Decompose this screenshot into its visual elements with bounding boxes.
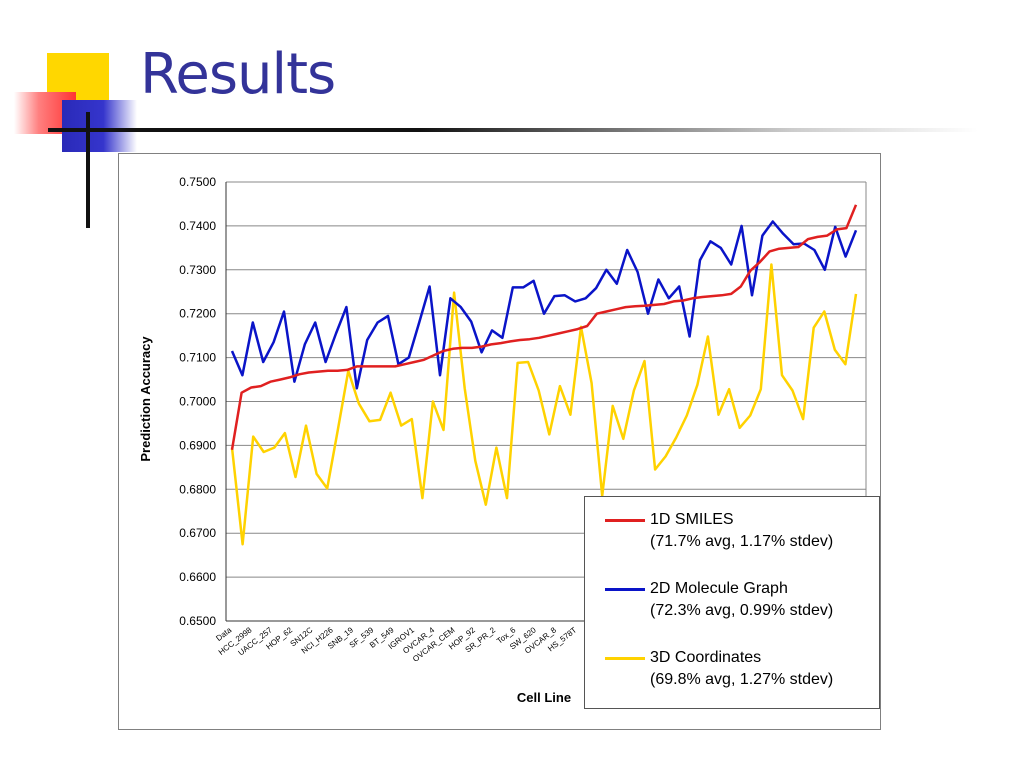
- y-tick-label: 0.7000: [179, 395, 216, 409]
- y-tick-label: 0.7400: [179, 219, 216, 233]
- series-line-2d-molecule-graph: [230, 220, 858, 390]
- legend-series-note: (69.8% avg, 1.27% stdev): [650, 671, 834, 688]
- y-tick-label: 0.6700: [179, 526, 216, 540]
- x-axis-tick-labels: DataHCC_2998UACC_257HOP_62SN12CNCI_H226S…: [214, 625, 578, 664]
- y-tick-label: 0.7300: [179, 263, 216, 277]
- legend-swatch-1d-smiles: [605, 519, 645, 522]
- series-line-3d-coordinates: [230, 263, 858, 546]
- series-line-1d-smiles: [230, 204, 858, 451]
- title-vertical-line: [86, 112, 90, 228]
- series-lines: [230, 204, 858, 546]
- legend-swatch-3d-coordinates: [605, 657, 645, 660]
- legend-swatch-2d-molecule-graph: [605, 588, 645, 591]
- title-decoration-blue-square: [62, 100, 137, 152]
- slide-title: Results: [140, 42, 336, 107]
- y-tick-label: 0.6500: [179, 614, 216, 628]
- legend-series-name: 3D Coordinates: [650, 649, 762, 666]
- y-tick-label: 0.7100: [179, 351, 216, 365]
- legend-series-name: 1D SMILES: [650, 511, 734, 528]
- y-tick-label: 0.6900: [179, 438, 216, 452]
- y-tick-label: 0.7500: [179, 175, 216, 189]
- y-tick-label: 0.6800: [179, 482, 216, 496]
- legend-series-note: (71.7% avg, 1.17% stdev): [650, 533, 834, 550]
- legend-series-name: 2D Molecule Graph: [650, 580, 788, 597]
- y-tick-label: 0.6600: [179, 570, 216, 584]
- chart-legend: 1D SMILES (71.7% avg, 1.17% stdev) 2D Mo…: [584, 496, 880, 709]
- y-axis-label: Prediction Accuracy: [138, 336, 153, 462]
- x-axis-label: Cell Line: [517, 690, 571, 705]
- y-tick-label: 0.7200: [179, 307, 216, 321]
- y-axis-tick-labels: 0.6500 0.6600 0.6700 0.6800 0.6900 0.7000 0.71…: [179, 175, 216, 628]
- title-underline: [48, 128, 978, 132]
- legend-series-note: (72.3% avg, 0.99% stdev): [650, 602, 834, 619]
